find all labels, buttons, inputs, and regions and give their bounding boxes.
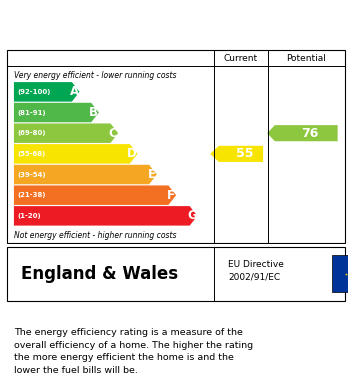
- Polygon shape: [14, 206, 197, 226]
- Text: Very energy efficient - lower running costs: Very energy efficient - lower running co…: [14, 71, 176, 80]
- Polygon shape: [14, 144, 137, 163]
- Text: G: G: [187, 209, 197, 222]
- Text: 55: 55: [236, 147, 253, 160]
- Text: B: B: [89, 106, 98, 119]
- Text: A: A: [70, 85, 79, 99]
- Polygon shape: [14, 103, 99, 122]
- Text: E: E: [148, 168, 156, 181]
- Polygon shape: [14, 165, 157, 184]
- Text: 76: 76: [301, 127, 318, 140]
- Text: Not energy efficient - higher running costs: Not energy efficient - higher running co…: [14, 231, 176, 240]
- Text: (21-38): (21-38): [17, 192, 46, 198]
- Text: (1-20): (1-20): [17, 213, 41, 219]
- Polygon shape: [14, 185, 176, 205]
- Text: F: F: [167, 189, 175, 202]
- Text: (92-100): (92-100): [17, 89, 51, 95]
- Text: Potential: Potential: [286, 54, 326, 63]
- Text: The energy efficiency rating is a measure of the
overall efficiency of a home. T: The energy efficiency rating is a measur…: [14, 328, 253, 375]
- Polygon shape: [14, 124, 118, 143]
- Text: England & Wales: England & Wales: [21, 265, 178, 283]
- Text: EU Directive
2002/91/EC: EU Directive 2002/91/EC: [228, 260, 284, 282]
- Polygon shape: [267, 125, 338, 141]
- Polygon shape: [14, 82, 79, 102]
- Text: D: D: [127, 147, 137, 160]
- Text: (81-91): (81-91): [17, 109, 46, 115]
- Text: C: C: [109, 127, 117, 140]
- Text: Current: Current: [224, 54, 258, 63]
- Text: (55-68): (55-68): [17, 151, 46, 157]
- Text: (69-80): (69-80): [17, 130, 46, 136]
- Text: (39-54): (39-54): [17, 172, 46, 178]
- Text: Energy Efficiency Rating: Energy Efficiency Rating: [14, 17, 224, 32]
- Bar: [332, 255, 348, 292]
- Polygon shape: [210, 146, 263, 162]
